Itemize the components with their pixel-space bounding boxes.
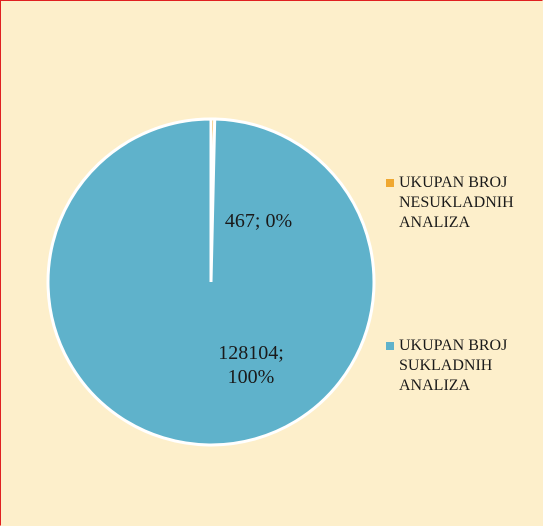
legend-item: UKUPAN BROJ NESUKLADNIH ANALIZA	[386, 173, 539, 233]
data-label: 467; 0%	[224, 210, 293, 232]
legend-item: UKUPAN BROJ SUKLADNIH ANALIZA	[386, 336, 539, 396]
legend-label: UKUPAN BROJ SUKLADNIH ANALIZA	[399, 337, 508, 394]
data-label: 128104; 100%	[218, 342, 284, 388]
legend-swatch	[386, 179, 394, 187]
legend-swatch	[386, 342, 394, 350]
pie-slice	[46, 117, 376, 447]
legend-label: UKUPAN BROJ NESUKLADNIH ANALIZA	[399, 174, 514, 231]
